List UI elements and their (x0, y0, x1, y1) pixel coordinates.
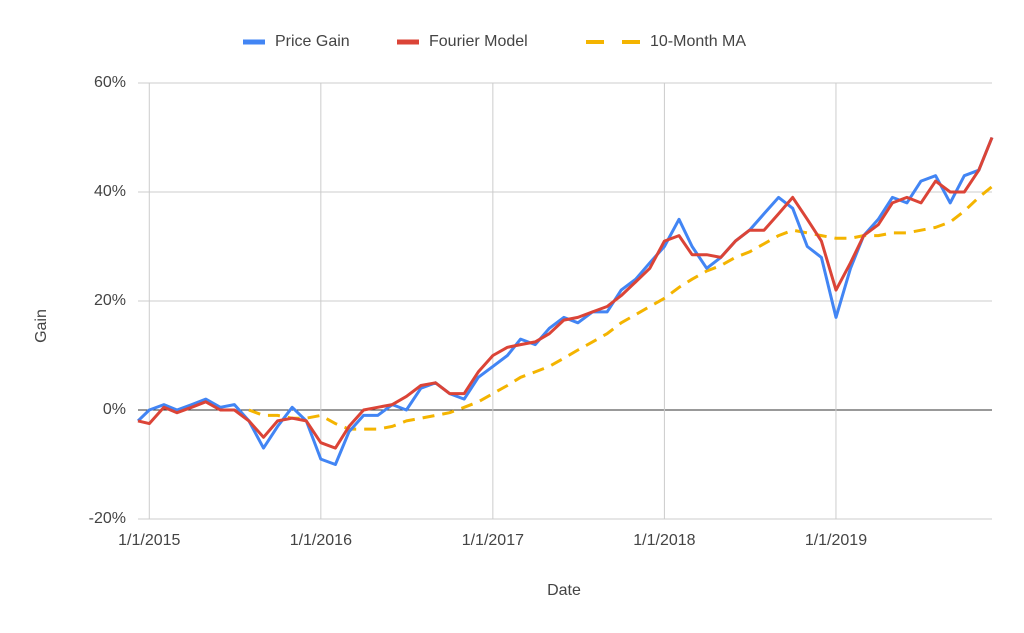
y-tick-label: 0% (103, 401, 126, 418)
x-tick-label: 1/1/2015 (118, 532, 180, 549)
series-line (137, 136, 994, 450)
x-axis-label: Date (547, 582, 581, 599)
y-tick-label: 40% (94, 183, 126, 200)
legend-label: Fourier Model (429, 33, 528, 50)
y-axis-label: Gain (33, 309, 50, 343)
legend-label: Price Gain (275, 33, 350, 50)
y-tick-label: 20% (94, 292, 126, 309)
x-tick-label: 1/1/2018 (633, 532, 695, 549)
x-tick-label: 1/1/2017 (462, 532, 524, 549)
legend-label: 10-Month MA (650, 33, 746, 50)
y-tick-label: 60% (94, 74, 126, 91)
series-line (136, 136, 994, 466)
x-tick-label: 1/1/2016 (290, 532, 352, 549)
series-line (248, 185, 993, 431)
x-tick-label: 1/1/2019 (805, 532, 867, 549)
y-tick-label: -20% (89, 510, 126, 527)
